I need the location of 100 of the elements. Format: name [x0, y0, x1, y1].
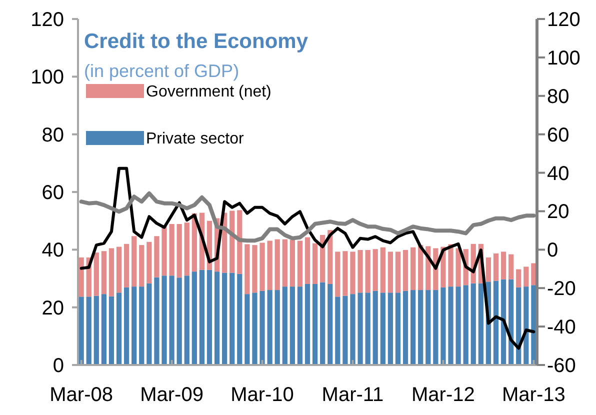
- y-tick-label: 100: [30, 66, 64, 89]
- bar: [312, 243, 318, 284]
- bar: [94, 252, 99, 296]
- bar: [154, 277, 160, 365]
- bar: [380, 247, 386, 293]
- bar: [184, 276, 190, 365]
- bar: [493, 280, 499, 365]
- bar: [335, 252, 340, 297]
- bar: [206, 270, 212, 365]
- bar: [132, 236, 137, 287]
- bar: [146, 283, 152, 365]
- bar: [440, 287, 446, 365]
- bar: [486, 257, 492, 282]
- bar: [274, 290, 280, 365]
- y2-tick-label: 0: [547, 240, 558, 262]
- y-tick-label: 20: [42, 297, 64, 320]
- bar: [124, 287, 130, 365]
- bar: [456, 286, 461, 365]
- text: Credit to the Economy: [84, 30, 308, 53]
- bar: [237, 274, 242, 365]
- bar: [335, 296, 340, 365]
- bar: [244, 244, 250, 294]
- bar: [380, 292, 386, 365]
- bar: [395, 252, 401, 293]
- bar: [426, 290, 431, 365]
- x-tick-label: Mar-12: [412, 384, 475, 406]
- bar: [410, 247, 416, 290]
- bar: [252, 292, 258, 365]
- line-series: [80, 166, 536, 350]
- bar: [372, 290, 378, 365]
- bar: [418, 245, 424, 290]
- bar: [94, 296, 99, 365]
- bar: [478, 283, 484, 365]
- bar: [320, 282, 326, 365]
- bar: [154, 236, 160, 278]
- bar: [358, 250, 363, 293]
- bar: [290, 286, 295, 365]
- bar: [86, 296, 92, 365]
- bar: [312, 284, 318, 365]
- bar: [146, 242, 152, 284]
- bar: [395, 292, 401, 365]
- x-tick-label: Mar-13: [502, 384, 566, 406]
- bar: [184, 222, 190, 276]
- bar: [388, 292, 393, 365]
- bar: [418, 290, 424, 365]
- y-tick-label: 80: [42, 124, 64, 146]
- bar: [244, 294, 250, 365]
- legend-label: Government (net): [146, 84, 272, 101]
- bar: [448, 244, 454, 287]
- bar: [410, 290, 416, 365]
- y-tick-label: 40: [42, 240, 64, 262]
- bar: [388, 252, 393, 293]
- y2-tick-label: -60: [547, 355, 576, 377]
- bar: [78, 296, 84, 365]
- bar: [304, 237, 310, 284]
- bar: [108, 248, 114, 296]
- bar: [230, 210, 235, 273]
- y2-tick-label: 100: [547, 47, 580, 70]
- bar: [350, 252, 356, 294]
- bar: [108, 296, 114, 365]
- x-tick-label: Mar-08: [50, 384, 113, 406]
- bar: [267, 290, 272, 365]
- x-tick-label: Mar-11: [322, 384, 384, 406]
- bar: [433, 290, 438, 365]
- bar: [192, 272, 197, 365]
- bar: [274, 239, 280, 290]
- bar: [230, 272, 235, 365]
- bar: [500, 252, 506, 280]
- bar: [252, 245, 258, 293]
- bar: [304, 284, 310, 365]
- bar: [116, 246, 122, 293]
- bar: [358, 292, 363, 365]
- bar: [260, 242, 265, 291]
- bar: [372, 249, 378, 291]
- text: (in percent of GDP): [84, 61, 240, 81]
- bar: [493, 253, 499, 281]
- bar: [124, 244, 130, 288]
- bar: [365, 292, 370, 365]
- bar: [342, 251, 348, 296]
- bar: [516, 269, 522, 288]
- bar: [342, 296, 348, 365]
- bar: [267, 240, 272, 290]
- bar: [282, 286, 288, 365]
- bar: [139, 286, 144, 365]
- bar: [214, 272, 220, 365]
- bar: [199, 270, 205, 365]
- y-tick-label: 120: [30, 9, 64, 31]
- x-tick-label: Mar-09: [140, 384, 204, 406]
- bar: [328, 284, 333, 365]
- bar: [78, 257, 84, 297]
- y2-tick-label: -40: [547, 316, 576, 339]
- y2-tick-label: -20: [547, 278, 576, 300]
- bar: [176, 278, 182, 365]
- bar: [162, 276, 167, 365]
- bar: [350, 294, 356, 365]
- legend-label: Private sector: [146, 130, 244, 148]
- y2-tick-label: 20: [547, 201, 570, 224]
- bar: [116, 292, 122, 365]
- bar: [500, 279, 506, 365]
- bar: [101, 294, 106, 365]
